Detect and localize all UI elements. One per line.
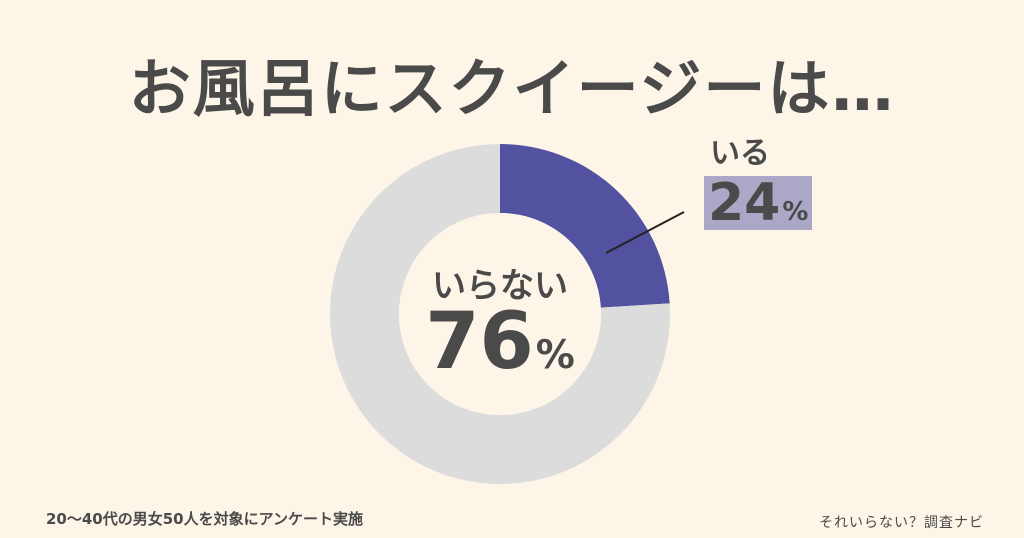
slice-value-yes-number: 24 [708, 173, 781, 233]
brand-logo: それいらない？調査ナビ [819, 515, 984, 531]
slice-value-no-number: 76 [425, 297, 534, 387]
donut-hole [399, 213, 601, 415]
donut-slices [330, 144, 670, 484]
callout-leader-line [605, 211, 685, 254]
percent-sign: % [782, 197, 809, 227]
slice-value-no: 76% [400, 302, 600, 396]
donut-slice-yes [500, 144, 670, 308]
slice-label-no: いらない [432, 266, 568, 306]
percent-sign: % [535, 333, 575, 378]
donut-slice-no [330, 144, 670, 484]
slice-value-yes: 24% [704, 173, 813, 233]
chart-title: お風呂にスクイージーは… [128, 52, 896, 125]
survey-footnote: 20〜40代の男女50人を対象にアンケート実施 [46, 510, 364, 528]
slice-label-yes: いる [710, 136, 770, 171]
